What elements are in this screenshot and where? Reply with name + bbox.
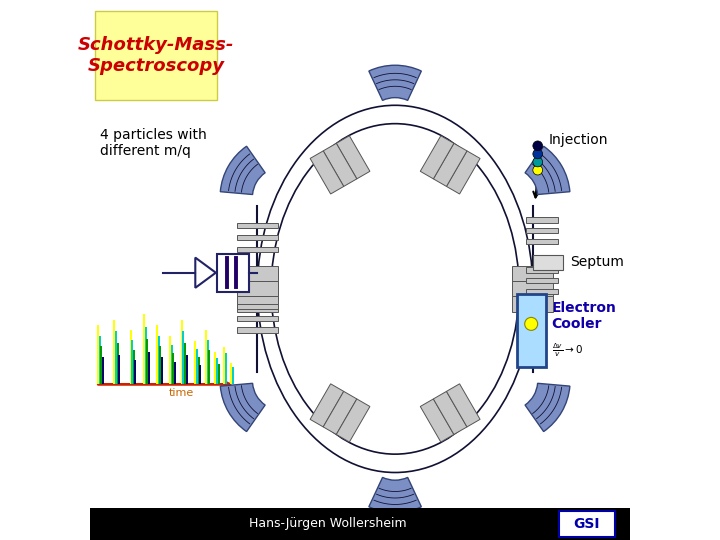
Bar (237, 235, 278, 240)
Circle shape (533, 149, 543, 159)
Bar (526, 278, 558, 284)
Wedge shape (220, 146, 265, 194)
Text: Injection: Injection (549, 133, 608, 147)
Bar (516, 294, 546, 367)
Circle shape (533, 157, 543, 167)
Polygon shape (310, 151, 343, 194)
Bar (237, 315, 278, 321)
Text: Septum: Septum (570, 255, 624, 269)
Polygon shape (513, 281, 553, 296)
Polygon shape (433, 143, 467, 186)
Circle shape (533, 141, 543, 151)
FancyBboxPatch shape (95, 11, 217, 100)
Polygon shape (446, 384, 480, 427)
Polygon shape (237, 296, 278, 312)
Text: GSI: GSI (574, 517, 600, 531)
Text: 4 particles with
different m/q: 4 particles with different m/q (99, 128, 207, 158)
Polygon shape (310, 384, 343, 427)
Polygon shape (420, 399, 454, 442)
Bar (90, 508, 630, 540)
Polygon shape (446, 151, 480, 194)
Wedge shape (525, 383, 570, 431)
Bar (217, 254, 249, 292)
Circle shape (533, 165, 543, 175)
Bar (526, 228, 558, 233)
Bar (237, 303, 278, 309)
Polygon shape (513, 296, 553, 312)
Bar (237, 223, 278, 228)
Text: Hans-Jürgen Wollersheim: Hans-Jürgen Wollersheim (249, 517, 406, 530)
Polygon shape (323, 143, 357, 186)
Polygon shape (433, 392, 467, 435)
Wedge shape (220, 383, 265, 431)
Text: Electron
Cooler: Electron Cooler (552, 301, 616, 331)
Bar (237, 247, 278, 252)
Polygon shape (420, 136, 454, 179)
Bar (526, 267, 558, 273)
Polygon shape (336, 399, 370, 442)
Polygon shape (237, 281, 278, 296)
Polygon shape (323, 392, 357, 435)
Bar (526, 217, 558, 222)
Polygon shape (336, 136, 370, 179)
FancyBboxPatch shape (559, 511, 615, 537)
Wedge shape (369, 477, 421, 512)
Polygon shape (237, 266, 278, 281)
Circle shape (525, 318, 538, 330)
Bar (526, 289, 558, 294)
Text: Schottky-Mass-
Spectroscopy: Schottky-Mass- Spectroscopy (78, 36, 234, 75)
Polygon shape (513, 266, 553, 281)
Bar (533, 254, 562, 269)
Text: time: time (169, 388, 194, 399)
Wedge shape (525, 146, 570, 194)
Wedge shape (369, 65, 421, 100)
Polygon shape (195, 258, 216, 288)
Text: $\frac{\Delta v}{v} \rightarrow 0$: $\frac{\Delta v}{v} \rightarrow 0$ (552, 342, 583, 360)
Bar (237, 327, 278, 333)
Bar (526, 239, 558, 244)
